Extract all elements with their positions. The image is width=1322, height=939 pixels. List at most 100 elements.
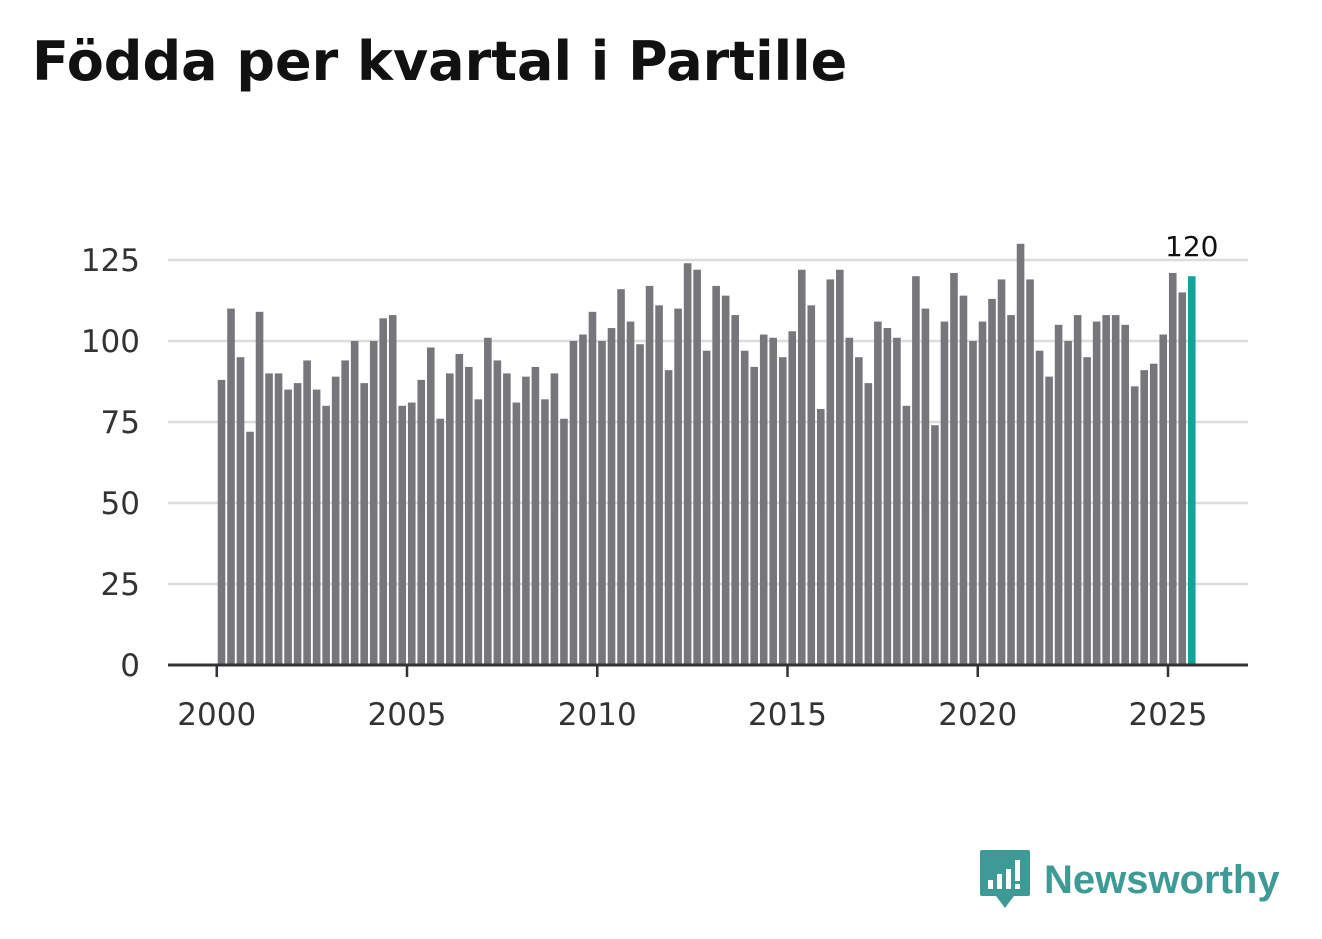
y-axis-ticks: 0 25 50 75 100 125 [81,243,140,684]
bar [426,347,435,665]
bar [246,431,254,665]
bar [369,341,378,665]
newsworthy-logo[interactable]: Newsworthy [980,850,1280,910]
bar [1073,315,1082,665]
bar [931,425,939,665]
bar [617,289,625,665]
bar [959,295,968,665]
bar [1054,324,1063,665]
bar [284,389,292,665]
x-tick-label: 2010 [558,697,637,733]
bar [607,328,616,665]
bar [550,373,559,665]
bar [645,285,654,665]
bar [341,360,349,665]
bar [769,337,778,665]
bar [236,357,245,665]
bar [322,405,330,665]
bar [465,366,473,665]
bar [360,383,368,665]
bar [1045,376,1053,665]
bar [1083,357,1091,665]
last-value-label: 120 [1165,230,1218,263]
bar [569,341,578,665]
bar [893,337,901,665]
bar [588,311,597,665]
x-tick-label: 2025 [1129,697,1208,733]
bar [845,337,854,665]
brand-name: Newsworthy [1044,857,1280,902]
bar [759,334,768,665]
bar [626,321,635,665]
bar [874,321,882,665]
bar [1026,279,1034,665]
bar [683,263,692,665]
y-tick-label: 100 [81,324,140,360]
bar [274,373,283,665]
bar [531,366,540,665]
bar [788,331,797,665]
bar [522,376,530,665]
bars [217,243,1196,666]
bar [712,285,720,665]
bar [702,350,711,665]
bar [855,357,863,665]
bar [978,321,987,665]
bar [293,383,302,665]
bar [836,269,844,665]
bar [436,418,445,665]
bar [740,350,749,665]
bar [407,402,416,665]
bar [493,360,502,665]
bar [446,373,454,665]
newsworthy-icon [980,850,1030,908]
bar [303,360,311,665]
x-tick-label: 2005 [368,697,447,733]
y-tick-label: 50 [101,486,140,522]
bar [379,318,388,665]
y-tick-label: 25 [101,567,140,603]
x-axis-ticks: 2000 2005 2010 2015 2020 2025 [177,665,1207,733]
bar [217,379,226,665]
bar [807,305,816,665]
bar [1140,370,1149,665]
bar [227,308,235,665]
bar [484,337,492,665]
bar [883,328,892,665]
bar [579,334,587,665]
bar [1111,315,1120,665]
bar [864,383,873,665]
bar [1035,350,1044,665]
bar [655,305,663,665]
bar [969,341,977,665]
bar [1102,315,1110,665]
y-tick-label: 0 [120,648,140,684]
bar [940,321,949,665]
bar [417,379,426,665]
y-tick-label: 125 [81,243,140,279]
bar [731,315,739,665]
bar [512,402,521,665]
bar [1149,363,1158,665]
bar [1159,334,1168,665]
bar [388,315,397,665]
bar [541,399,549,665]
bar [474,399,483,665]
bar [503,373,511,665]
bar [1178,292,1187,665]
bar [997,279,1006,665]
bar [902,405,911,665]
bar [721,295,730,665]
bar [664,370,673,665]
bar [1121,324,1129,665]
bar [778,357,787,665]
bar [693,269,701,665]
bar [750,366,758,665]
bar [1016,243,1025,666]
bar [265,373,273,665]
bar [598,341,606,665]
bar-highlight [1187,276,1196,665]
bar [988,298,996,665]
bar [816,409,825,665]
